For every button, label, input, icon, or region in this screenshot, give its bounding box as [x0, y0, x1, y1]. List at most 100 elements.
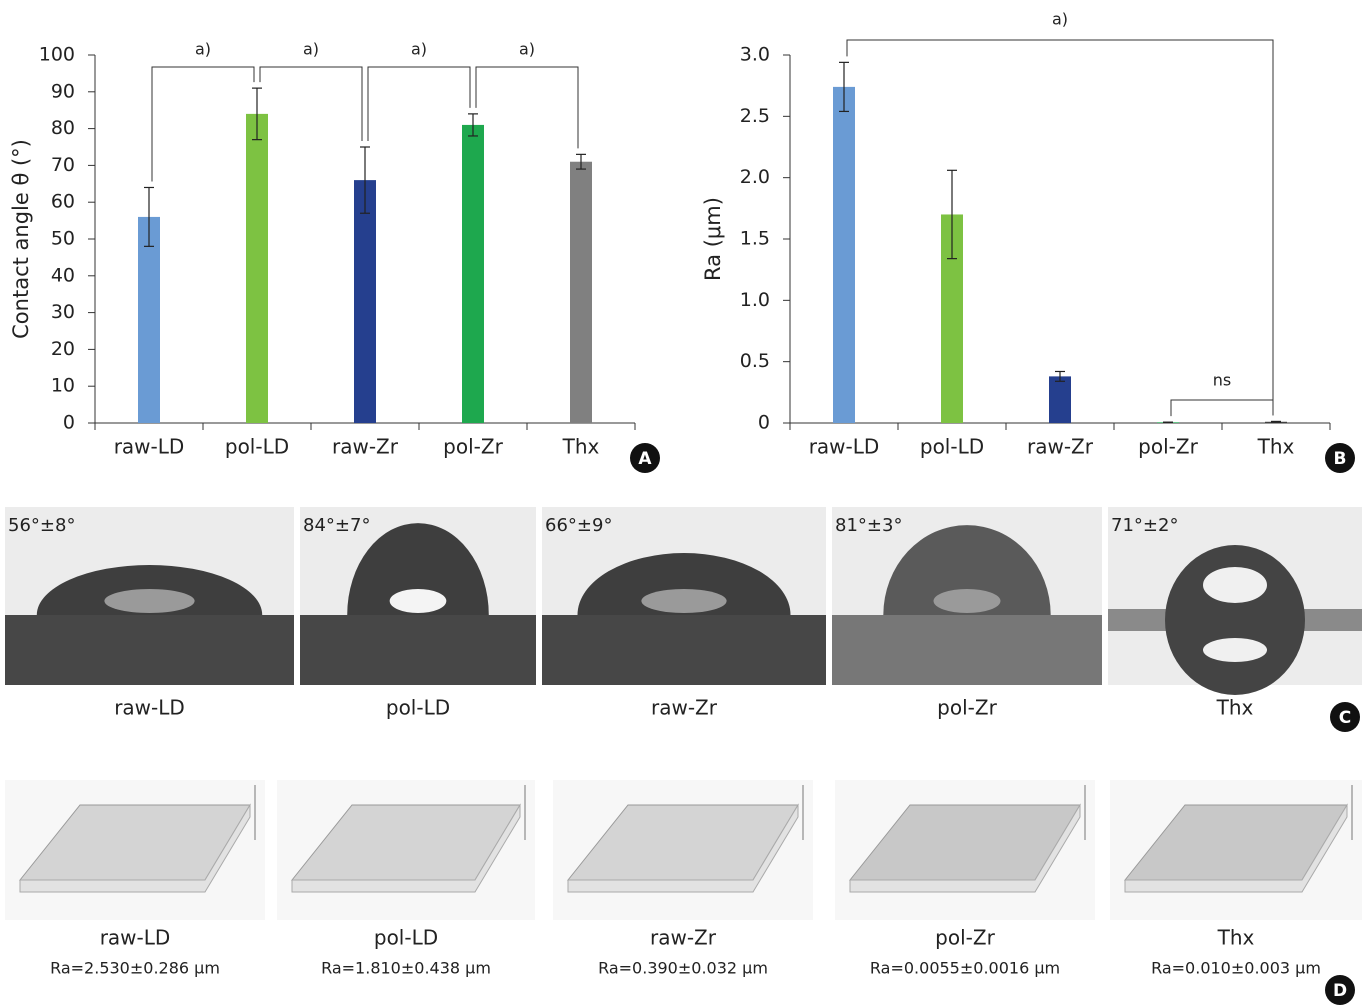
contact-angle: 56°±8° [8, 515, 75, 536]
error-bar [144, 186, 154, 247]
sample-label: raw-LD [114, 696, 185, 720]
annotation: a) [195, 40, 211, 59]
y-tick-label: 2.0 [740, 166, 770, 188]
x-tick-label: raw-Zr [332, 435, 399, 459]
x-tick-label: pol-LD [225, 435, 289, 459]
x-tick-label: Thx [562, 435, 600, 459]
roughness-value: Ra=0.0055±0.0016 μm [870, 959, 1060, 978]
surface-profile [1110, 780, 1362, 920]
bar [246, 113, 268, 423]
x-tick-label: pol-Zr [443, 435, 503, 459]
error-bar [1055, 370, 1065, 382]
contact-angle: 84°±7° [303, 515, 370, 536]
roughness-value: Ra=0.390±0.032 μm [598, 959, 768, 978]
bar [833, 86, 855, 423]
annotation: a) [411, 40, 427, 59]
x-tick-label: pol-LD [920, 435, 984, 459]
x-tick-label: raw-Zr [1027, 435, 1094, 459]
surface-side [19, 803, 251, 893]
sample-label: raw-LD [100, 926, 171, 950]
significance-bracket [367, 66, 471, 141]
panel-label: D [1333, 981, 1347, 1001]
significance-bracket [259, 66, 363, 141]
surface-profile [835, 780, 1095, 920]
y-tick-label: 0.5 [740, 350, 770, 372]
x-tick-label: raw-LD [809, 435, 880, 459]
panel-badge [1330, 702, 1360, 732]
contact-angle: 66°±9° [545, 515, 612, 536]
substrate [542, 615, 826, 685]
droplet-highlight [389, 589, 447, 613]
error-bar [252, 87, 262, 141]
contact-angle: 71°±2° [1111, 515, 1178, 536]
bar [1049, 376, 1071, 423]
significance-bracket [475, 66, 579, 149]
droplet-photo: 56°±8° [5, 507, 294, 685]
roughness-value: Ra=0.010±0.003 μm [1151, 959, 1321, 978]
error-bar [947, 169, 957, 260]
x-tick-label: Thx [1257, 435, 1295, 459]
sample-label: pol-LD [386, 696, 450, 720]
droplet-photo: 81°±3° [832, 507, 1102, 685]
panel-badge [630, 443, 660, 473]
error-bar [839, 61, 849, 113]
surface-side [1124, 803, 1348, 893]
y-axis-label: Ra (μm) [701, 197, 725, 281]
y-axis-label: Contact angle θ (°) [9, 139, 33, 339]
y-tick-label: 80 [51, 117, 75, 139]
bar [354, 180, 376, 423]
y-tick-label: 40 [51, 264, 75, 286]
surface-profile [277, 780, 535, 920]
x-tick-label: pol-Zr [1138, 435, 1198, 459]
y-tick-label: 1.5 [740, 228, 770, 250]
panel-label: A [638, 449, 652, 469]
y-tick-label: 0 [758, 412, 770, 434]
droplet-highlight [1203, 567, 1267, 603]
sample-label: pol-Zr [937, 696, 997, 720]
bar [941, 214, 963, 423]
substrate [832, 615, 1102, 685]
x-tick-label: raw-LD [114, 435, 185, 459]
droplet-highlight [933, 589, 1001, 613]
panel-badge [1325, 443, 1355, 473]
substrate [300, 615, 536, 685]
sample-label: pol-Zr [935, 926, 995, 950]
droplet-photo: 71°±2° [1108, 507, 1362, 695]
significance-bracket [1170, 399, 1274, 417]
sample-label: raw-Zr [651, 696, 718, 720]
roughness-value: Ra=1.810±0.438 μm [321, 959, 491, 978]
annotation: ns [1213, 371, 1231, 390]
sample-label: Thx [1216, 696, 1254, 720]
droplet-highlight [641, 589, 727, 613]
droplet-highlight [1203, 638, 1267, 662]
y-tick-label: 100 [39, 44, 75, 66]
sample-label: raw-Zr [650, 926, 717, 950]
substrate [5, 615, 294, 685]
y-tick-label: 1.0 [740, 289, 770, 311]
roughness-value: Ra=2.530±0.286 μm [50, 959, 220, 978]
surface-profile [5, 780, 265, 920]
y-tick-label: 70 [51, 154, 75, 176]
contact-angle: 81°±3° [835, 515, 902, 536]
bar [570, 161, 592, 423]
sample-label: Thx [1217, 926, 1255, 950]
panel-label: C [1339, 708, 1351, 728]
droplet-photo: 66°±9° [542, 507, 826, 685]
y-tick-label: 50 [51, 228, 75, 250]
droplet [883, 525, 1051, 615]
surface-profile [553, 780, 813, 920]
bar [138, 216, 160, 423]
y-tick-label: 90 [51, 80, 75, 102]
y-tick-label: 60 [51, 191, 75, 213]
surface-side [849, 803, 1081, 893]
annotation: a) [519, 40, 535, 59]
y-tick-label: 2.5 [740, 105, 770, 127]
panel-label: B [1334, 449, 1347, 469]
droplet [347, 523, 489, 615]
annotation: a) [303, 40, 319, 59]
y-tick-label: 30 [51, 301, 75, 323]
y-tick-label: 3.0 [740, 44, 770, 66]
significance-bracket [846, 39, 1274, 416]
panel-badge [1325, 975, 1355, 1005]
